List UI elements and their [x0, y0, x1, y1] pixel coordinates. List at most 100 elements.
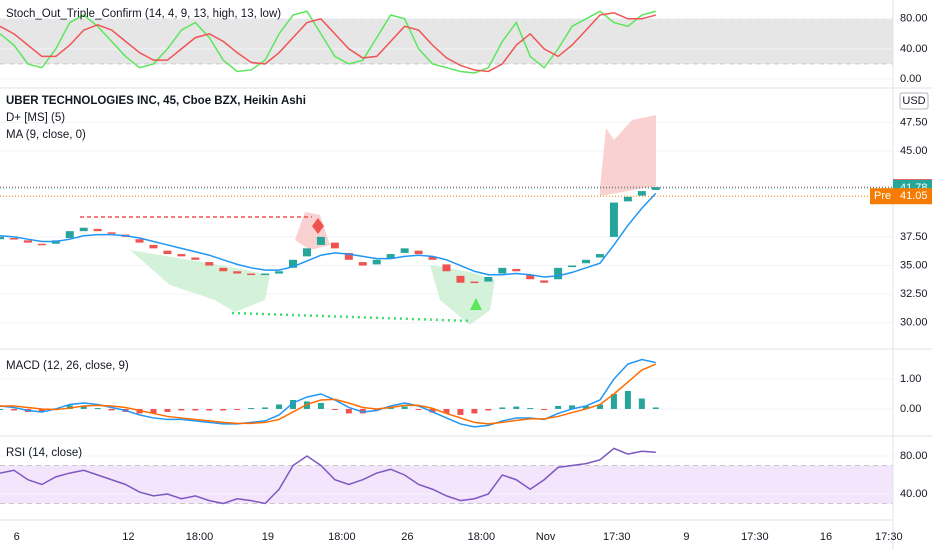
x-tick-label: 17:30	[741, 531, 769, 543]
candle	[470, 281, 479, 284]
histogram-bar	[220, 408, 227, 411]
candle	[344, 252, 353, 260]
x-tick-label: 16	[820, 531, 832, 543]
histogram-bar	[401, 406, 408, 409]
histogram-bar	[415, 408, 422, 410]
histogram-bar	[108, 408, 115, 411]
currency-box	[899, 92, 929, 110]
candle	[582, 259, 591, 264]
histogram-bar	[555, 405, 562, 409]
candle	[568, 265, 577, 268]
candle	[289, 259, 298, 268]
line-series	[0, 10, 656, 74]
histogram-bar	[652, 407, 659, 409]
histogram-bar	[624, 391, 631, 409]
price-marker-label: Pre	[874, 190, 891, 202]
y-tick-label: 35.00	[900, 259, 928, 271]
y-tick-label: 1.00	[900, 373, 921, 385]
histogram-bar	[262, 407, 269, 409]
candle	[135, 239, 144, 243]
x-tick-label: 26	[401, 531, 413, 543]
histogram-bar	[429, 408, 436, 413]
candle	[484, 276, 493, 282]
histogram-bar	[234, 408, 241, 410]
histogram-bar	[541, 408, 548, 410]
histogram-bar	[345, 408, 352, 414]
candle	[205, 262, 214, 266]
candle	[0, 236, 4, 240]
price-axis	[893, 0, 932, 520]
candle	[637, 191, 646, 196]
band	[0, 18, 893, 64]
y-tick-label: 37.50	[900, 231, 928, 243]
y-tick-label: 45.00	[900, 145, 928, 157]
candle	[23, 240, 32, 243]
x-tick-label: 17:30	[875, 531, 903, 543]
histogram-bar	[80, 405, 87, 409]
candle	[498, 267, 507, 274]
band	[0, 465, 893, 504]
histogram-bar	[485, 408, 492, 411]
price-marker-value: 41.05	[900, 190, 928, 202]
indicator-label: D+ [MS] (5)	[6, 112, 65, 124]
histogram-bar	[583, 405, 590, 409]
band-shading	[130, 250, 270, 312]
histogram-bar	[164, 408, 171, 412]
y-tick-label: 80.00	[900, 13, 928, 25]
x-tick-label: Nov	[536, 531, 556, 543]
histogram-bar	[150, 408, 157, 414]
histogram-bar	[0, 408, 3, 410]
candle	[609, 202, 618, 237]
candle	[79, 227, 88, 232]
line-series	[0, 192, 657, 278]
pane-legend: Stoch_Out_Triple_Confirm (14, 4, 9, 13, …	[6, 8, 281, 20]
candle	[316, 236, 325, 245]
candle	[400, 248, 409, 253]
price-marker	[870, 188, 932, 205]
histogram-bar	[443, 408, 450, 414]
x-tick-label: 18:00	[328, 531, 356, 543]
candle	[107, 232, 116, 234]
histogram-bar	[331, 408, 338, 410]
candle	[330, 242, 339, 249]
x-tick-label: 17:30	[603, 531, 631, 543]
candle	[526, 274, 535, 280]
pane-legend: RSI (14, close)	[6, 447, 82, 459]
x-tick-label: 18:00	[186, 531, 214, 543]
y-tick-label: 32.50	[900, 288, 928, 300]
y-tick-label: 0.00	[900, 403, 921, 415]
candle	[442, 264, 451, 272]
candle	[9, 238, 18, 240]
candle	[261, 273, 270, 276]
candle	[37, 243, 46, 246]
candle	[554, 267, 563, 280]
candle	[456, 275, 465, 283]
histogram-bar	[248, 408, 255, 410]
histogram-bar	[499, 407, 506, 409]
y-tick-label: 40.00	[900, 488, 928, 500]
y-tick-label: 30.00	[900, 317, 928, 329]
x-tick-label: 6	[14, 531, 20, 543]
band-shading	[600, 115, 656, 196]
histogram-bar	[192, 408, 199, 411]
candle	[372, 259, 381, 265]
candle	[651, 187, 660, 190]
histogram-bar	[94, 408, 101, 410]
histogram-bar	[610, 393, 617, 409]
y-tick-label: 40.00	[900, 43, 928, 55]
annotation-line	[231, 311, 473, 323]
candle	[358, 262, 367, 266]
candle	[191, 257, 200, 260]
y-tick-label: 47.50	[900, 116, 928, 128]
currency: USD	[902, 95, 925, 107]
candle	[247, 273, 256, 276]
histogram-bar	[513, 406, 520, 409]
line-series	[0, 363, 657, 425]
candle	[623, 196, 632, 202]
candle	[302, 248, 311, 257]
candle	[177, 254, 186, 257]
histogram-bar	[527, 408, 534, 410]
pane-legend: MACD (12, 26, close, 9)	[6, 360, 129, 372]
candle	[163, 250, 172, 255]
